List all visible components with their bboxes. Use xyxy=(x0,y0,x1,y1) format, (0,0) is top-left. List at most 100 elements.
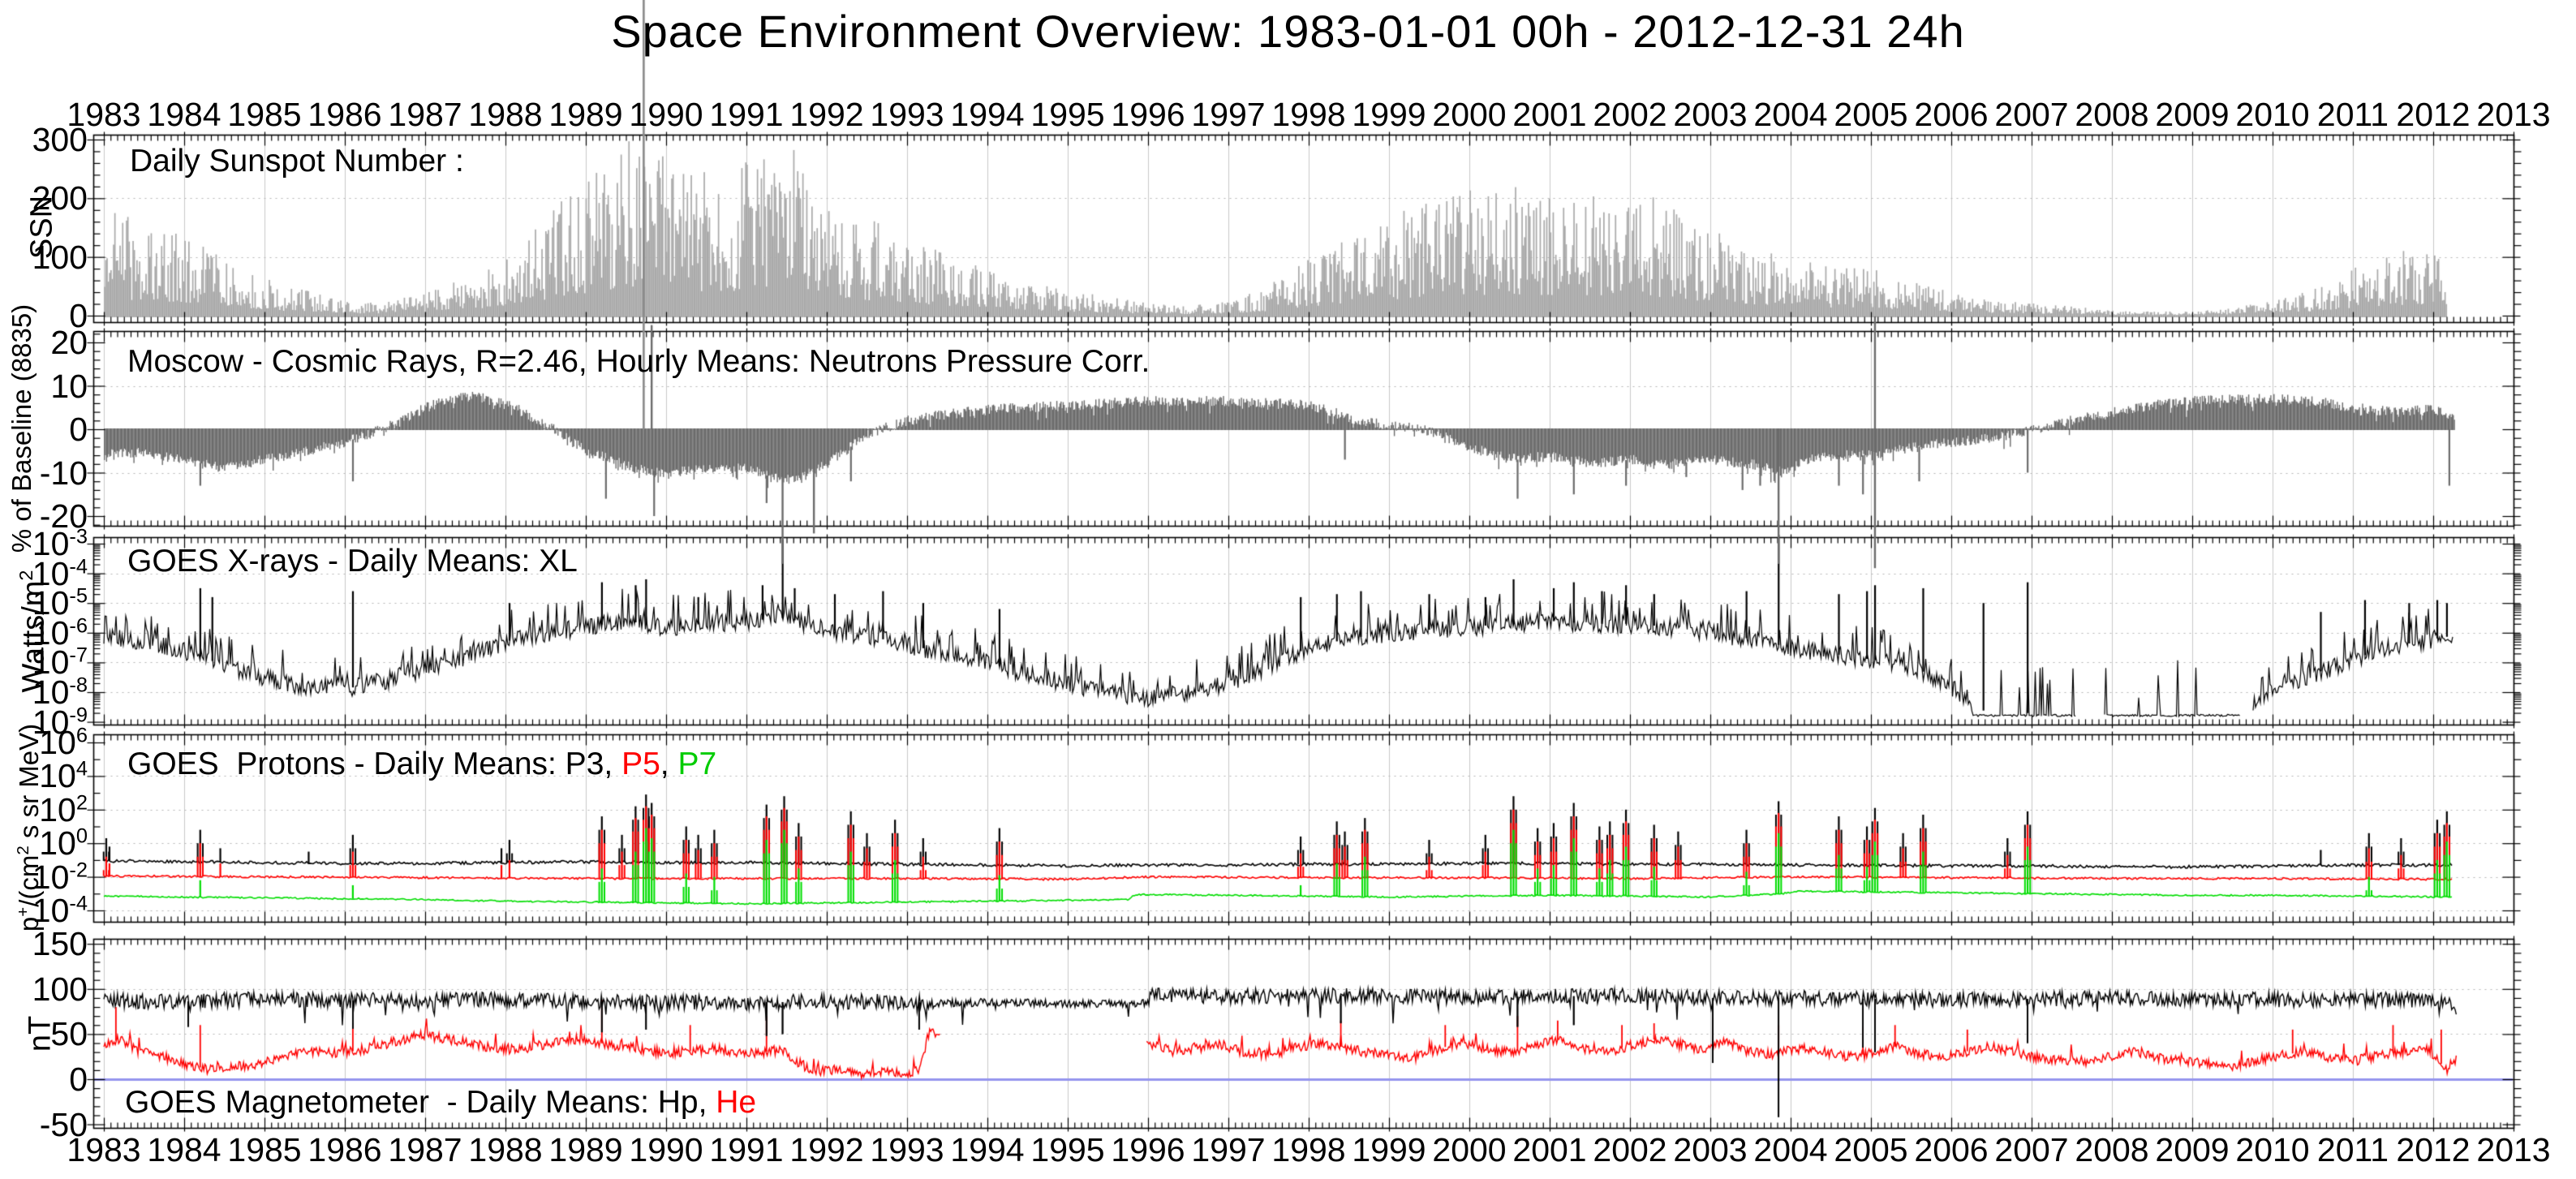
year-tick-label: 1986 xyxy=(307,1131,382,1168)
year-tick-label: 1994 xyxy=(950,96,1025,133)
year-tick-label: 2010 xyxy=(2235,96,2310,133)
y-tick-label: 10-9 xyxy=(32,703,88,741)
mag-axis-title: nT xyxy=(23,1015,58,1052)
xray-panel-label: GOES X-rays - Daily Means: XL xyxy=(127,544,578,579)
year-tick-label: 1993 xyxy=(870,1131,944,1168)
year-tick-label: 2004 xyxy=(1753,1131,1828,1168)
y-tick-label: -10 xyxy=(39,454,88,492)
year-tick-label: 1999 xyxy=(1352,96,1426,133)
y-tick-label: 100 xyxy=(39,824,88,863)
label-segment: GOES Protons - Daily Means: P3 xyxy=(127,747,604,781)
year-tick-label: 1998 xyxy=(1271,96,1346,133)
year-tick-label: 1987 xyxy=(388,96,462,133)
year-tick-label: 2003 xyxy=(1673,96,1748,133)
year-tick-label: 1985 xyxy=(227,1131,302,1168)
year-tick-label: 2004 xyxy=(1753,96,1828,133)
label-segment: 2 xyxy=(15,570,37,581)
year-tick-label: 1984 xyxy=(147,96,221,133)
year-tick-label: 2012 xyxy=(2396,1131,2471,1168)
label-segment: He xyxy=(716,1085,757,1120)
year-tick-label: 1983 xyxy=(67,1131,141,1168)
y-tick-label: 300 xyxy=(32,121,88,158)
mag-panel-label: GOES Magnetometer - Daily Means: Hp, He xyxy=(125,1085,756,1121)
year-tick-label: 1991 xyxy=(709,96,784,133)
year-tick-label: 2013 xyxy=(2476,96,2551,133)
label-segment: P5 xyxy=(621,747,660,781)
label-segment: Watts/m xyxy=(16,580,51,693)
proton-axis-title: p+/(cm2 s sr MeV) xyxy=(14,724,45,932)
label-segment: , xyxy=(660,747,678,781)
year-tick-label: 1987 xyxy=(388,1131,462,1168)
year-tick-label: 1986 xyxy=(307,96,382,133)
y-tick-label: 100 xyxy=(32,238,88,276)
y-tick-label: 0 xyxy=(69,411,88,448)
year-tick-label: 2012 xyxy=(2396,96,2471,133)
cosmic-axis-title: % of Baseline (8835) xyxy=(6,303,37,553)
year-tick-label: 1985 xyxy=(227,96,302,133)
y-tick-label: 150 xyxy=(32,925,88,963)
year-tick-label: 2007 xyxy=(1994,96,2069,133)
year-tick-label: 2005 xyxy=(1834,96,1908,133)
sunspot-panel-label: Daily Sunspot Number : xyxy=(130,144,464,179)
year-tick-label: 2009 xyxy=(2155,96,2230,133)
year-tick-label: 2010 xyxy=(2235,1131,2310,1168)
y-tick-label: 10-7 xyxy=(32,643,88,682)
proton-panel-label: GOES Protons - Daily Means: P3, P5, P7 xyxy=(127,747,716,782)
ssn-axis-title: SSN xyxy=(24,195,59,260)
year-tick-label: 2007 xyxy=(1994,1131,2069,1168)
year-tick-label: 1997 xyxy=(1191,1131,1266,1168)
year-tick-label: 2000 xyxy=(1432,96,1507,133)
year-tick-label: 2000 xyxy=(1432,1131,1507,1168)
year-tick-label: 2011 xyxy=(2316,96,2389,133)
y-tick-label: 100 xyxy=(32,970,88,1008)
year-tick-label: 1989 xyxy=(548,96,623,133)
label-segment: /(cm xyxy=(14,854,44,907)
year-tick-label: 1990 xyxy=(629,96,703,133)
year-tick-label: 2001 xyxy=(1512,96,1587,133)
year-tick-label: 2013 xyxy=(2476,1131,2551,1168)
xray-axis-title: Watts/m2 xyxy=(15,570,52,693)
y-tick-label: 200 xyxy=(32,179,88,217)
y-tick-label: 50 xyxy=(50,1015,88,1053)
cosmic-panel-label: Moscow - Cosmic Rays, R=2.46, Hourly Mea… xyxy=(127,344,1150,379)
year-tick-label: 2011 xyxy=(2316,1131,2389,1168)
year-tick-label: 1993 xyxy=(870,96,944,133)
year-tick-label: 1995 xyxy=(1030,96,1105,133)
year-tick-label: 1989 xyxy=(548,1131,623,1168)
y-tick-label: 10-4 xyxy=(32,892,88,929)
year-tick-label: 2008 xyxy=(2075,96,2149,133)
label-segment: + xyxy=(14,906,32,917)
year-tick-label: 1992 xyxy=(789,1131,864,1168)
y-tick-label: 10 xyxy=(50,367,88,405)
year-tick-label: 1984 xyxy=(147,1131,221,1168)
label-segment: , xyxy=(604,747,622,781)
year-tick-label: 1992 xyxy=(789,96,864,133)
y-tick-label: 20 xyxy=(50,324,88,361)
year-tick-label: 2001 xyxy=(1512,1131,1587,1168)
page-title: Space Environment Overview: 1983-01-01 0… xyxy=(611,6,1965,57)
y-tick-label: 10-2 xyxy=(32,858,88,896)
year-tick-label: 2003 xyxy=(1673,1131,1748,1168)
y-tick-label: 0 xyxy=(69,1061,88,1098)
year-tick-label: 1983 xyxy=(67,96,141,133)
year-tick-label: 1999 xyxy=(1352,1131,1426,1168)
y-tick-label: 0 xyxy=(69,297,88,334)
y-tick-label: 104 xyxy=(39,757,88,795)
year-tick-label: 1994 xyxy=(950,1131,1025,1168)
year-tick-label: 2002 xyxy=(1593,96,1667,133)
y-tick-label: 10-6 xyxy=(32,613,88,652)
label-segment: p xyxy=(14,916,44,932)
year-tick-label: 2002 xyxy=(1593,1131,1667,1168)
year-tick-label: 1996 xyxy=(1111,1131,1185,1168)
label-segment: 2 xyxy=(14,846,32,855)
year-tick-label: 1990 xyxy=(629,1131,703,1168)
label-segment: s sr MeV) xyxy=(14,723,44,846)
y-tick-label: 106 xyxy=(39,724,88,761)
y-tick-label: -50 xyxy=(39,1105,88,1143)
year-tick-label: 2006 xyxy=(1914,96,1989,133)
year-tick-label: 1998 xyxy=(1271,1131,1346,1168)
label-segment: , xyxy=(698,1085,716,1120)
y-tick-label: 10-3 xyxy=(32,525,88,562)
